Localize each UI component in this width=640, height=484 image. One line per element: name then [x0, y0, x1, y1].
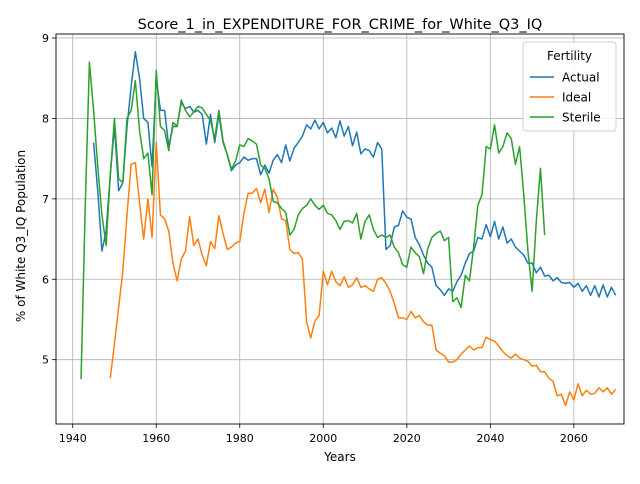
y-tick-label: 7: [42, 193, 49, 206]
y-tick-label: 9: [42, 32, 49, 45]
x-tick-label: 1940: [59, 432, 87, 445]
legend-items: Actual Ideal Sterile: [530, 71, 601, 125]
legend: Fertility Actual Ideal Sterile: [522, 41, 617, 132]
x-tick-label: 2040: [476, 432, 504, 445]
x-tick-label: 2000: [309, 432, 337, 445]
y-axis-label: % of White Q3_IQ Population: [14, 150, 28, 322]
chart-title: Score_1_in_EXPENDITURE_FOR_CRIME_for_Whi…: [138, 17, 543, 33]
legend-label-actual: Actual: [562, 71, 600, 85]
legend-label-ideal: Ideal: [562, 91, 591, 105]
legend-title: Fertility: [547, 49, 592, 63]
x-axis-label: Years: [323, 450, 356, 464]
y-tick-label: 5: [42, 354, 49, 367]
x-tick-label: 1960: [142, 432, 170, 445]
y-tick-label: 8: [42, 112, 49, 125]
series-line-sterile: [80, 61, 546, 379]
legend-box: [522, 41, 617, 132]
x-tick-label: 2020: [393, 432, 421, 445]
plot-frame: [55, 33, 625, 425]
x-tick-label: 2060: [560, 432, 588, 445]
x-tick-label: 1980: [226, 432, 254, 445]
axis-ticks: 1940 1960 1980 2000 2020 2040 2060 5 6 7 8 9: [42, 32, 588, 445]
grid: [56, 34, 624, 424]
series-line-ideal: [109, 141, 617, 407]
legend-label-sterile: Sterile: [562, 111, 601, 125]
y-tick-label: 6: [42, 273, 49, 286]
series-lines: [80, 50, 617, 407]
